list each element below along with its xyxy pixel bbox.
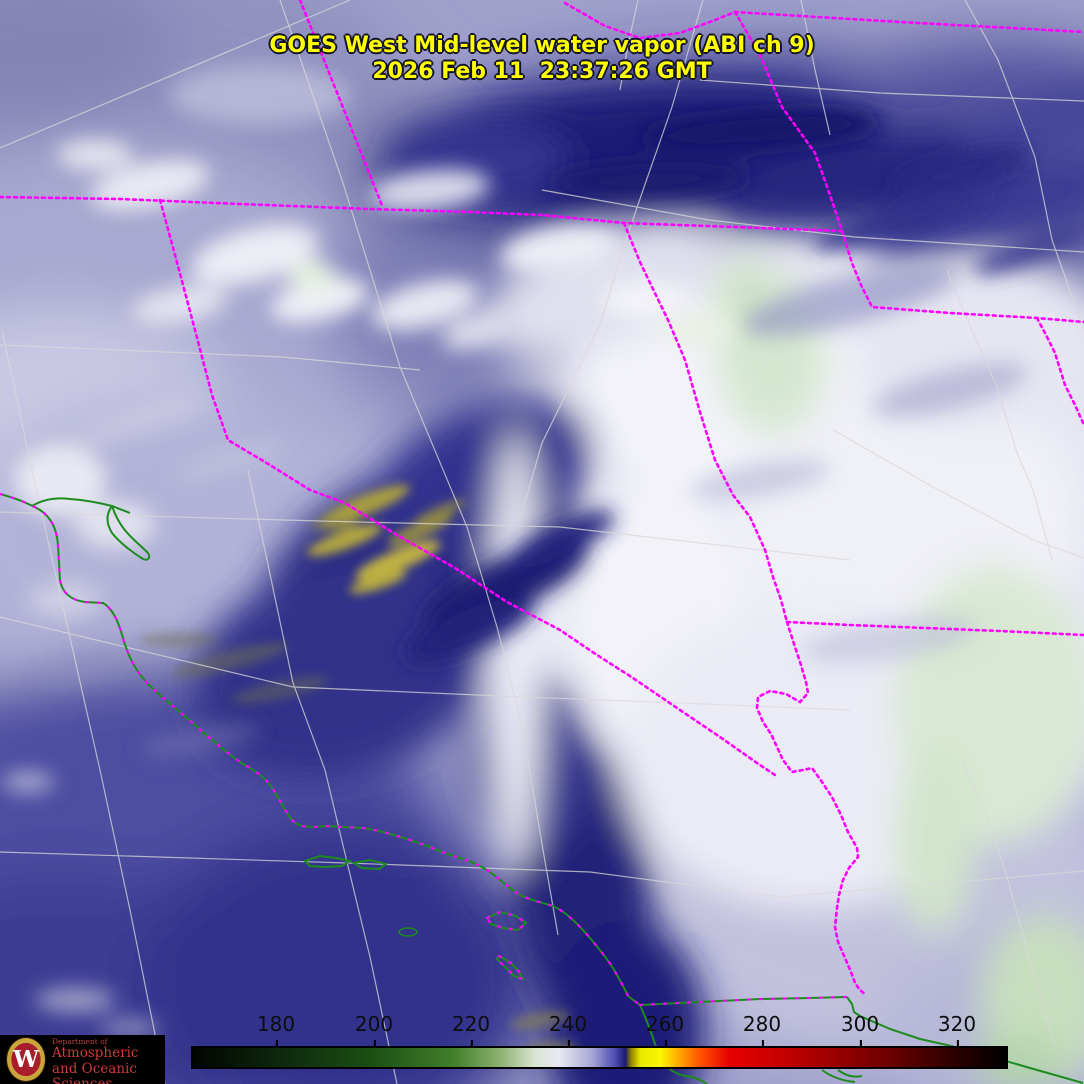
- imagery-fine-detail: [2, 65, 1084, 1037]
- timestamp: 2026 Feb 11 23:37:26 GMT: [372, 58, 712, 84]
- border-idaho-montana: [563, 1, 1084, 40]
- colorbar-tick-label: 180: [256, 1012, 296, 1046]
- logo-text: Department of Atmospheric and Oceanic Sc…: [52, 1037, 165, 1084]
- border-utah-colorado: [1035, 316, 1084, 427]
- state-border-lines: [0, 0, 1084, 997]
- california-coastline: [0, 493, 708, 1084]
- product-title: GOES West Mid-level water vapor (ABI ch …: [269, 33, 815, 58]
- channel-islands: [303, 854, 528, 981]
- colorbar-tick-label: 200: [354, 1012, 394, 1046]
- border-37n: [785, 620, 1084, 637]
- san-francisco-bay: [31, 497, 151, 561]
- border-nevada-utah: [622, 221, 789, 624]
- colorbar-tick-label: 320: [937, 1012, 977, 1046]
- colorbar-gradient: [191, 1046, 1008, 1069]
- colorado-river-delta: [821, 1069, 863, 1083]
- colorbar-tick-label: 280: [742, 1012, 782, 1046]
- imagery-yellow-streaks: [140, 484, 578, 1055]
- crest-monogram: W: [13, 1046, 39, 1073]
- border-oregon-idaho: [298, 0, 385, 210]
- colorbar-tick-label: 260: [645, 1012, 685, 1046]
- border-california-nevada: [158, 198, 777, 777]
- imagery-medium-structure: [192, 86, 1084, 1084]
- colorbar-tick-label: 220: [451, 1012, 491, 1046]
- image-title: GOES West Mid-level water vapor (ABI ch …: [92, 33, 992, 84]
- coastal-state-border-dots: [0, 492, 849, 1007]
- logo-atmospheric: Atmospheric: [52, 1045, 139, 1062]
- logo-oceanic-sciences: and Oceanic Sciences: [52, 1060, 137, 1084]
- san-nicolas-island: [398, 927, 418, 937]
- colorbar-tick-label: 240: [548, 1012, 588, 1046]
- colorbar-tick-label: 300: [840, 1012, 880, 1046]
- border-111w: [733, 10, 844, 233]
- aos-logo: W Department of Atmospheric and Oceanic …: [0, 1035, 165, 1084]
- uw-crest-icon: W: [6, 1037, 46, 1082]
- logo-department-of: Department of: [52, 1037, 108, 1046]
- border-colorado-river: [755, 620, 868, 997]
